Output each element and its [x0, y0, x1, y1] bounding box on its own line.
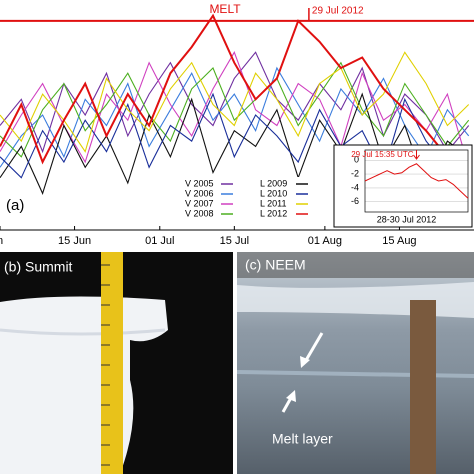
- series-line: [0, 61, 470, 158]
- snow-layer: [0, 328, 166, 336]
- ruler-c: [410, 300, 436, 474]
- x-tick-label: 15 Jun: [58, 235, 91, 247]
- ruler: [101, 252, 123, 474]
- panel-b-label: (b) Summit: [4, 259, 73, 275]
- inset-chart: 0 -2 -4 -6 29 Jul 15:35 UTC 28-30 Jul 2012: [333, 144, 473, 228]
- panel-a-label: (a): [6, 197, 24, 214]
- arrowhead: [286, 390, 296, 402]
- inset-title: 29 Jul 15:35 UTC: [351, 150, 413, 159]
- melt-layer-label: Melt layer: [272, 431, 333, 447]
- x-tick-label: 15 Jul: [220, 235, 249, 247]
- legend-label: L 2009: [260, 178, 287, 188]
- melt-label: MELT: [209, 2, 241, 16]
- inset-line: [364, 163, 469, 199]
- series-line: [0, 13, 470, 179]
- event-label: 29 Jul 2012: [312, 6, 364, 17]
- series-line: [0, 51, 470, 154]
- x-tick-label: n: [0, 235, 3, 247]
- arrow: [303, 332, 324, 363]
- y-tick-label: 0: [354, 155, 359, 165]
- legend-label: L 2012: [260, 208, 287, 218]
- legend-label: V 2005: [185, 178, 214, 188]
- y-tick-label: -2: [351, 168, 359, 178]
- arrowhead: [300, 356, 310, 368]
- ruler-ticks: [101, 264, 110, 466]
- series-line: [0, 51, 470, 168]
- y-tick-label: -4: [351, 182, 359, 192]
- series-line: [0, 51, 470, 153]
- series-line: [0, 66, 470, 168]
- legend-label: L 2010: [260, 188, 287, 198]
- snow-block: [0, 296, 168, 474]
- label-bg: [237, 252, 474, 278]
- x-tick-label: 15 Aug: [382, 235, 416, 247]
- x-tick-label: 01 Jul: [145, 235, 174, 247]
- legend-label: L 2011: [260, 198, 287, 208]
- legend-label: V 2008: [185, 208, 214, 218]
- legend-label: V 2007: [185, 198, 214, 208]
- legend-label: V 2006: [185, 188, 214, 198]
- panel-c-label: (c) NEEM: [245, 257, 306, 273]
- x-tick-label: 01 Aug: [308, 235, 342, 247]
- event-arrow: [413, 150, 420, 160]
- inset-x-label: 28-30 Jul 2012: [377, 214, 437, 224]
- y-tick-label: -6: [351, 196, 359, 206]
- inset-bg: [333, 144, 473, 228]
